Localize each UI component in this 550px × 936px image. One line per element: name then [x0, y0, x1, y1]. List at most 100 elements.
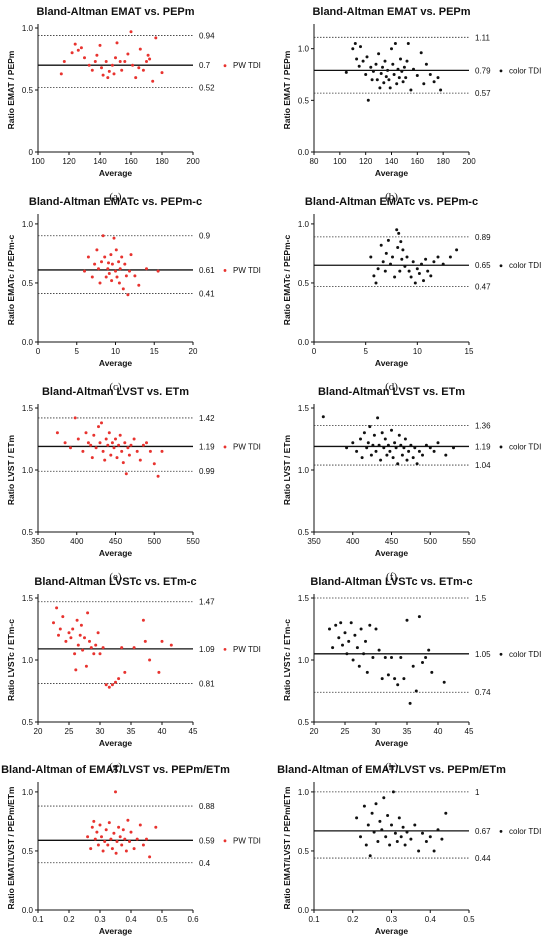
- data-point: [117, 260, 121, 264]
- y-tick-label: 0.5: [22, 528, 34, 537]
- x-axis-label: Average: [375, 168, 409, 178]
- data-point: [154, 36, 158, 40]
- data-point: [369, 453, 373, 457]
- data-point: [57, 633, 60, 637]
- data-point: [98, 43, 102, 47]
- data-point: [361, 59, 365, 63]
- data-point: [370, 811, 374, 815]
- data-point: [409, 443, 413, 447]
- data-point: [98, 652, 102, 656]
- data-point: [386, 673, 390, 677]
- panel-caption: (e): [109, 571, 122, 583]
- data-point: [93, 837, 97, 841]
- data-point: [123, 262, 127, 266]
- y-tick-label: 1.5: [298, 594, 310, 603]
- data-point: [408, 701, 412, 705]
- data-point: [90, 456, 94, 460]
- data-point: [386, 68, 390, 72]
- data-point: [337, 636, 341, 640]
- chart-title: Bland-Altman LVST vs. ETm: [318, 386, 465, 398]
- data-point: [104, 683, 108, 687]
- data-point: [355, 449, 359, 453]
- data-point: [424, 656, 428, 659]
- data-point: [374, 449, 378, 453]
- x-tick-label: 20: [34, 727, 43, 736]
- data-point: [79, 46, 83, 50]
- data-point: [123, 837, 127, 841]
- data-point: [112, 236, 116, 240]
- upper-limit-label: 1.47: [199, 598, 215, 607]
- data-point: [391, 62, 395, 66]
- chart-panel-f: Bland-Altman LVST vs. ETm Ratio LVST / ET…: [282, 386, 541, 583]
- data-point: [380, 431, 384, 435]
- data-point: [339, 621, 343, 625]
- data-point: [351, 47, 355, 51]
- data-point: [98, 441, 102, 445]
- x-tick-label: 0.4: [425, 915, 437, 924]
- data-point: [86, 441, 90, 445]
- data-point: [407, 449, 411, 453]
- x-axis-label: Average: [99, 926, 133, 936]
- data-point: [63, 441, 67, 445]
- data-point: [395, 840, 399, 843]
- data-point: [109, 453, 113, 457]
- data-point: [424, 62, 428, 66]
- data-point: [399, 656, 403, 659]
- data-point: [382, 81, 386, 85]
- y-tick-label: 0.5: [298, 96, 310, 105]
- data-point: [117, 281, 121, 285]
- data-point: [93, 262, 97, 266]
- data-point: [402, 446, 406, 450]
- x-tick-label: 25: [341, 727, 350, 736]
- legend-label: PW TDI: [233, 645, 261, 654]
- data-point: [382, 446, 386, 450]
- data-point: [129, 443, 133, 447]
- data-point: [101, 234, 105, 238]
- data-point: [118, 60, 122, 63]
- x-tick-label: 400: [346, 537, 360, 546]
- panel-caption: (b): [385, 191, 398, 203]
- data-point: [120, 255, 124, 259]
- data-point: [106, 843, 110, 847]
- data-point: [359, 45, 362, 49]
- data-point: [411, 456, 415, 460]
- data-point: [55, 606, 59, 610]
- data-point: [148, 855, 152, 859]
- data-point: [115, 275, 119, 279]
- lower-limit-label: 0.74: [475, 688, 491, 697]
- data-point: [347, 639, 351, 643]
- data-point: [351, 658, 355, 662]
- x-tick-label: 0.5: [463, 915, 475, 924]
- x-tick-label: 0.1: [32, 915, 44, 924]
- data-point: [390, 656, 393, 659]
- upper-limit-label: 1.11: [475, 33, 491, 42]
- data-point: [400, 257, 404, 261]
- x-tick-label: 40: [434, 727, 443, 736]
- x-tick-label: 25: [65, 727, 74, 736]
- x-tick-label: 10: [111, 347, 120, 356]
- data-point: [412, 67, 415, 71]
- legend-label: PW TDI: [233, 61, 261, 70]
- legend-marker: [499, 829, 503, 833]
- data-point: [110, 279, 114, 283]
- data-point: [417, 449, 421, 453]
- data-point: [389, 262, 392, 266]
- data-point: [424, 443, 428, 447]
- data-point: [104, 60, 108, 63]
- data-point: [67, 631, 71, 635]
- data-point: [76, 437, 80, 441]
- data-point: [141, 443, 145, 447]
- data-point: [442, 680, 446, 684]
- data-point: [94, 643, 98, 647]
- legend-label: PW TDI: [233, 442, 261, 451]
- data-point: [436, 441, 440, 445]
- data-point: [444, 453, 448, 457]
- lower-limit-label: 0.81: [199, 680, 215, 689]
- x-tick-label: 30: [96, 727, 105, 736]
- y-tick-label: 1.0: [22, 656, 34, 665]
- x-tick-label: 0.2: [63, 915, 75, 924]
- y-tick-label: 0.5: [298, 528, 310, 537]
- data-point: [344, 70, 348, 74]
- data-point: [120, 843, 124, 847]
- data-point: [399, 835, 403, 839]
